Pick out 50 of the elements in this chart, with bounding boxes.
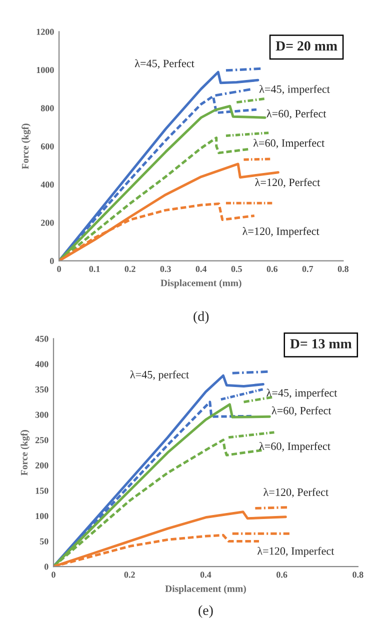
- x-tick-label: 0.2: [124, 572, 135, 578]
- x-tick-label: 0.6: [266, 266, 278, 272]
- y-tick-label: 450: [35, 336, 48, 342]
- annotation: λ=45, imperfect: [259, 84, 330, 96]
- x-tick-label: 0.4: [200, 572, 212, 578]
- y-tick-label: 400: [40, 182, 54, 188]
- y-tick-label: 400: [35, 361, 48, 368]
- x-tick-label: 0.1: [89, 266, 100, 272]
- y-tick-label: 100: [36, 513, 48, 520]
- annotation: λ=45, Perfect: [134, 59, 194, 69]
- x-tick-label: 0.5: [231, 266, 242, 272]
- annotation: D= 13 mm: [290, 339, 352, 348]
- annotation: λ=120, Perfect: [264, 488, 329, 498]
- y-tick-label: 600: [40, 143, 54, 150]
- y-tick-label: 50: [40, 538, 48, 544]
- x-tick-label: 0.7: [302, 266, 314, 272]
- y-tick-label: 0: [44, 564, 48, 570]
- annotation: λ=45, perfect: [130, 370, 190, 381]
- y-tick-label: 250: [35, 437, 48, 444]
- y-tick-label: 150: [36, 488, 48, 494]
- text: (d): [194, 311, 209, 324]
- y-tick-label: 0: [50, 258, 54, 264]
- y-tick-label: 1000: [36, 66, 54, 74]
- annotation: λ=120, Perfect: [255, 178, 320, 188]
- text: (e): [198, 605, 213, 618]
- annotation: D= 20 mm: [276, 41, 338, 51]
- x-axis-title: Displacement (mm): [160, 279, 242, 288]
- x-tick-label: 0.2: [124, 266, 136, 272]
- x-tick-label: 0.8: [338, 266, 349, 272]
- y-tick-label: 350: [35, 386, 48, 393]
- annotation: λ=60, Imperfect: [253, 138, 325, 150]
- y-tick-label: 300: [35, 412, 48, 418]
- y-axis-title: Force (kgf): [20, 430, 30, 476]
- annotation: λ=60, Imperfect: [259, 442, 330, 452]
- annotation: λ=45, imperfect: [266, 388, 338, 399]
- annotation: λ=120, Imperfect: [242, 227, 320, 238]
- y-tick-label: 200: [35, 462, 48, 468]
- annotation: λ=120, Imperfect: [257, 546, 334, 558]
- y-tick-label: 1200: [36, 28, 54, 35]
- y-axis-title: Force (kgf): [22, 124, 31, 170]
- x-tick-label: 0.4: [196, 266, 207, 272]
- annotation: λ=60, Perfect: [266, 109, 326, 119]
- annotation: λ=60, Perfect: [272, 406, 332, 416]
- x-tick-label: 0.3: [160, 266, 171, 272]
- y-tick-label: 800: [40, 105, 54, 112]
- x-tick-label: 0: [57, 266, 61, 272]
- x-tick-label: 0.6: [276, 572, 288, 578]
- x-axis-title: Displacement (mm): [165, 585, 246, 594]
- y-tick-label: 200: [41, 220, 54, 226]
- x-tick-label: 0.8: [352, 572, 364, 578]
